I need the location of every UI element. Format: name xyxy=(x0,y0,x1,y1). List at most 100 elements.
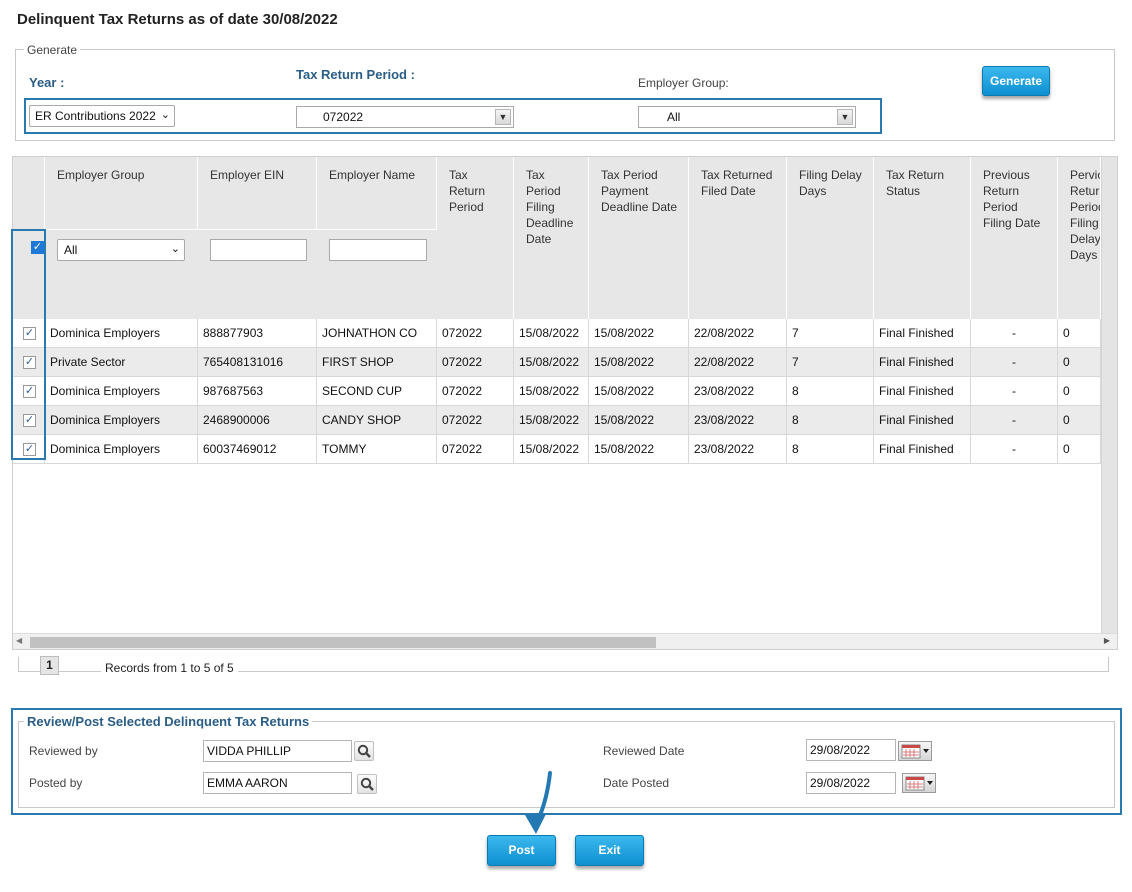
exit-button[interactable]: Exit xyxy=(575,835,644,866)
cell-employer-name: JOHNATHON CO xyxy=(317,319,437,347)
row-checkbox[interactable]: ✓ xyxy=(23,327,36,340)
cell-filing-deadline: 15/08/2022 xyxy=(514,406,589,434)
date-posted-label: Date Posted xyxy=(603,776,670,790)
chevron-down-icon: ⌄ xyxy=(160,109,170,121)
cell-employer-group: Dominica Employers xyxy=(45,435,198,463)
horizontal-scrollbar[interactable]: ◀ ▶ xyxy=(13,633,1117,649)
cell-filing-deadline: 15/08/2022 xyxy=(514,435,589,463)
page-title: Delinquent Tax Returns as of date 30/08/… xyxy=(17,11,338,28)
posted-by-field[interactable]: EMMA AARON xyxy=(203,772,352,794)
dropdown-arrow-icon: ▼ xyxy=(837,109,853,125)
cell-employer-ein: 60037469012 xyxy=(198,435,317,463)
pager-bar xyxy=(18,657,1109,672)
review-post-fieldset xyxy=(18,721,1115,808)
column-header-label: Filing Delay Days xyxy=(799,168,862,198)
cell-payment-deadline: 15/08/2022 xyxy=(589,348,689,376)
cell-filed-date: 23/08/2022 xyxy=(689,377,787,405)
employer-group-value: All xyxy=(667,110,681,124)
generate-selection-highlight xyxy=(24,98,882,134)
cell-employer-group: Dominica Employers xyxy=(45,377,198,405)
column-header-status[interactable]: Tax Return Status xyxy=(874,157,971,319)
column-header-label: Tax Return Status xyxy=(886,168,945,198)
annotation-arrow-icon xyxy=(525,771,552,834)
calendar-icon xyxy=(905,776,933,791)
horizontal-scroll-thumb[interactable] xyxy=(30,637,656,648)
cell-previous-filing-date: - xyxy=(971,435,1058,463)
review-post-highlight xyxy=(11,708,1122,815)
column-header-filing-delay[interactable]: Filing Delay Days xyxy=(787,157,874,319)
page-1-button[interactable]: 1 xyxy=(40,656,59,675)
column-header-previous-delay[interactable]: Pervious Return Period Filing Delay Days xyxy=(1058,157,1101,319)
reviewed-by-field[interactable]: VIDDA PHILLIP xyxy=(203,740,352,762)
cell-filing-delay: 8 xyxy=(787,377,874,405)
cell-status: Final Finished xyxy=(874,377,971,405)
cell-previous-delay: 0 xyxy=(1058,377,1101,405)
employer-group-filter[interactable]: All ⌄ xyxy=(57,239,185,261)
employer-group-label: Employer Group: xyxy=(638,76,729,90)
cell-filing-delay: 8 xyxy=(787,435,874,463)
posted-by-search-button[interactable] xyxy=(357,774,377,794)
row-checkbox[interactable]: ✓ xyxy=(23,356,36,369)
generate-legend: Generate xyxy=(24,43,81,57)
scroll-left-icon[interactable]: ◀ xyxy=(16,636,23,645)
column-header-payment-deadline[interactable]: Tax Period Payment Deadline Date xyxy=(589,157,689,319)
dropdown-arrow-icon: ▼ xyxy=(495,109,511,125)
tax-return-period-select[interactable]: 072022 ▼ xyxy=(296,106,514,128)
cell-tax-return-period: 072022 xyxy=(437,406,514,434)
cell-filing-deadline: 15/08/2022 xyxy=(514,319,589,347)
scroll-right-icon[interactable]: ▶ xyxy=(1103,636,1110,645)
employer-name-filter[interactable] xyxy=(329,239,427,261)
cell-tax-return-period: 072022 xyxy=(437,377,514,405)
column-header-tax-return-period[interactable]: Tax Return Period xyxy=(437,157,514,319)
date-posted-calendar-button[interactable] xyxy=(902,773,936,793)
year-select[interactable]: ER Contributions 2022 ⌄ xyxy=(29,105,175,127)
post-button[interactable]: Post xyxy=(487,835,556,866)
tax-return-period-value: 072022 xyxy=(323,110,364,124)
column-header-label: Employer Group xyxy=(57,168,145,182)
employer-ein-filter[interactable] xyxy=(210,239,307,261)
cell-employer-group: Private Sector xyxy=(45,348,198,376)
column-header-filed-date[interactable]: Tax Returned Filed Date xyxy=(689,157,787,319)
reviewed-by-label: Reviewed by xyxy=(29,744,98,758)
column-header-previous-filing-date[interactable]: Previous Return Period Filing Date xyxy=(971,157,1058,319)
cell-status: Final Finished xyxy=(874,435,971,463)
cell-filing-delay: 7 xyxy=(787,319,874,347)
employer-group-filter-value: All xyxy=(64,243,78,257)
table-row[interactable]: ✓ Dominica Employers 2468900006 CANDY SHOP 0… xyxy=(13,406,1101,435)
delinquent-returns-grid: Employer Group Employer EIN Employer Nam… xyxy=(12,156,1118,650)
row-checkbox[interactable]: ✓ xyxy=(23,443,36,456)
table-row[interactable]: ✓ Private Sector 765408131016 FIRST SHOP 072… xyxy=(13,348,1101,377)
year-select-value: ER Contributions 2022 xyxy=(35,109,156,123)
cell-previous-filing-date: - xyxy=(971,319,1058,347)
column-header-label: Tax Returned Filed Date xyxy=(701,168,773,198)
row-checkbox[interactable]: ✓ xyxy=(23,414,36,427)
checkbox-column-highlight xyxy=(11,229,46,460)
employer-group-select[interactable]: All ▼ xyxy=(638,106,856,128)
reviewed-date-field[interactable]: 29/08/2022 xyxy=(806,739,896,761)
cell-previous-delay: 0 xyxy=(1058,348,1101,376)
reviewed-by-search-button[interactable] xyxy=(354,741,374,761)
cell-employer-group: Dominica Employers xyxy=(45,406,198,434)
table-row[interactable]: ✓ Dominica Employers 888877903 JOHNATHON CO… xyxy=(13,319,1101,348)
table-row[interactable]: ✓ Dominica Employers 60037469012 TOMMY 07202… xyxy=(13,435,1101,464)
cell-employer-ein: 987687563 xyxy=(198,377,317,405)
row-checkbox[interactable]: ✓ xyxy=(23,385,36,398)
cell-filed-date: 23/08/2022 xyxy=(689,435,787,463)
cell-previous-delay: 0 xyxy=(1058,406,1101,434)
cell-tax-return-period: 072022 xyxy=(437,435,514,463)
row-checkbox-cell: ✓ xyxy=(13,377,45,405)
cell-status: Final Finished xyxy=(874,319,971,347)
year-label: Year : xyxy=(29,75,65,90)
column-header-label: Tax Period Filing Deadline Date xyxy=(526,168,574,246)
search-icon xyxy=(357,744,371,758)
cell-filed-date: 22/08/2022 xyxy=(689,348,787,376)
column-header-filing-deadline[interactable]: Tax Period Filing Deadline Date xyxy=(514,157,589,319)
generate-fieldset xyxy=(15,49,1115,141)
date-posted-field[interactable]: 29/08/2022 xyxy=(806,772,896,794)
reviewed-date-calendar-button[interactable] xyxy=(898,741,932,761)
vertical-scrollbar[interactable] xyxy=(1101,157,1117,633)
generate-button[interactable]: Generate xyxy=(982,66,1050,96)
calendar-icon xyxy=(901,744,929,759)
select-all-checkbox[interactable]: ✓ xyxy=(31,241,44,254)
table-row[interactable]: ✓ Dominica Employers 987687563 SECOND CUP 07… xyxy=(13,377,1101,406)
